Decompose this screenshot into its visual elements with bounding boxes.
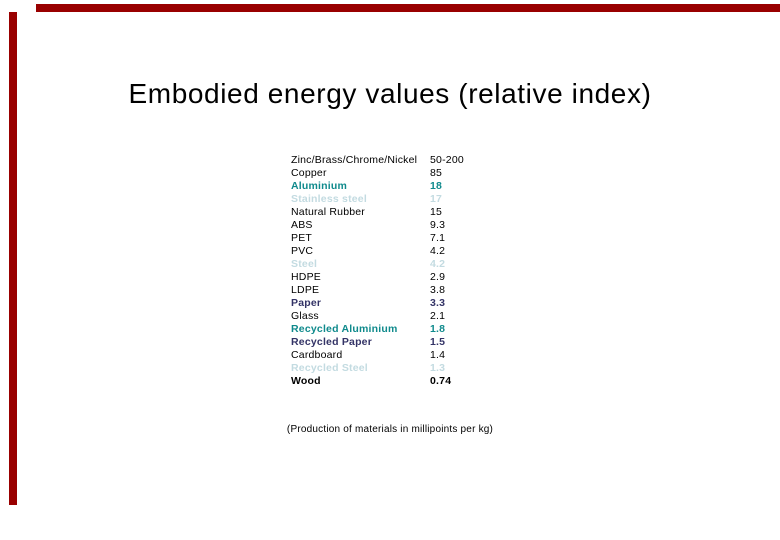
table-row: Cardboard 1.4 xyxy=(291,349,464,362)
materials-table: Zinc/Brass/Chrome/Nickel 50-200 Copper 8… xyxy=(291,154,464,388)
page-title: Embodied energy values (relative index) xyxy=(128,78,652,109)
material-value: 3.3 xyxy=(430,297,446,309)
material-value: 17 xyxy=(430,193,443,205)
table-row: Recycled Paper 1.5 xyxy=(291,336,464,349)
material-label: Wood xyxy=(291,375,321,387)
material-value: 3.8 xyxy=(430,284,446,296)
table-row: Wood 0.74 xyxy=(291,375,464,388)
table-row: Glass 2.1 xyxy=(291,310,464,323)
material-value: 1.5 xyxy=(430,336,446,348)
material-label: Steel xyxy=(291,258,318,270)
table-row: PVC 4.2 xyxy=(291,245,464,258)
table-row: PET 7.1 xyxy=(291,232,464,245)
material-value: 1.3 xyxy=(430,362,446,374)
material-value: 15 xyxy=(430,206,443,218)
material-value: 50-200 xyxy=(430,154,464,166)
table-row: LDPE 3.8 xyxy=(291,284,464,297)
material-value: 2.9 xyxy=(430,271,446,283)
material-label: ABS xyxy=(291,219,313,231)
material-label: HDPE xyxy=(291,271,321,283)
table-row: Paper 3.3 xyxy=(291,297,464,310)
material-value: 4.2 xyxy=(430,245,446,257)
table-row: Recycled Steel 1.3 xyxy=(291,362,464,375)
material-label: Paper xyxy=(291,297,322,309)
material-value: 2.1 xyxy=(430,310,446,322)
table-row: ABS 9.3 xyxy=(291,219,464,232)
table-row: Natural Rubber 15 xyxy=(291,206,464,219)
table-row: HDPE 2.9 xyxy=(291,271,464,284)
table-row: Stainless steel 17 xyxy=(291,193,464,206)
material-label: Natural Rubber xyxy=(291,206,366,218)
material-value: 1.4 xyxy=(430,349,446,361)
table-row: Steel 4.2 xyxy=(291,258,464,271)
table-row: Copper 85 xyxy=(291,167,464,180)
material-label: Recycled Steel xyxy=(291,362,368,374)
material-value: 4.2 xyxy=(430,258,446,270)
material-label: PET xyxy=(291,232,313,244)
material-value: 0.74 xyxy=(430,375,452,387)
table-row: Zinc/Brass/Chrome/Nickel 50-200 xyxy=(291,154,464,167)
material-label: Copper xyxy=(291,167,327,179)
top-accent-bar xyxy=(36,4,780,12)
material-value: 7.1 xyxy=(430,232,446,244)
material-value: 18 xyxy=(430,180,443,192)
material-label: Stainless steel xyxy=(291,193,367,205)
material-label: Glass xyxy=(291,310,319,322)
left-accent-bar xyxy=(9,12,17,505)
material-label: PVC xyxy=(291,245,314,257)
material-value: 9.3 xyxy=(430,219,446,231)
material-label: Aluminium xyxy=(291,180,348,192)
material-value: 1.8 xyxy=(430,323,446,335)
material-value: 85 xyxy=(430,167,443,179)
caption: (Production of materials in millipoints … xyxy=(286,424,494,435)
material-label: Recycled Paper xyxy=(291,336,373,348)
table-row: Aluminium 18 xyxy=(291,180,464,193)
material-label: Zinc/Brass/Chrome/Nickel xyxy=(291,154,418,166)
material-label: Recycled Aluminium xyxy=(291,323,398,335)
table-row: Recycled Aluminium 1.8 xyxy=(291,323,464,336)
material-label: LDPE xyxy=(291,284,320,296)
material-label: Cardboard xyxy=(291,349,343,361)
